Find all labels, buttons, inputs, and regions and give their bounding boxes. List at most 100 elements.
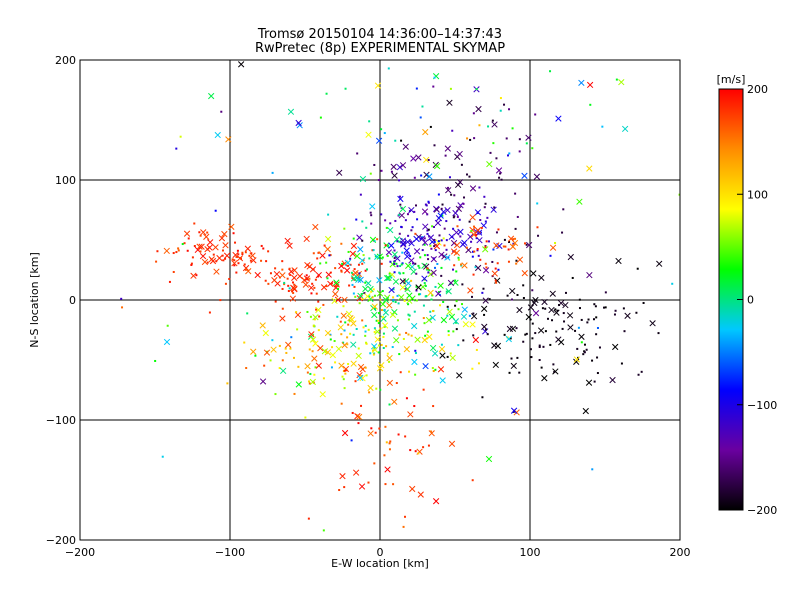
data-point-dot <box>512 238 515 241</box>
data-point-cross <box>304 261 311 269</box>
y-tick-label: 200 <box>55 54 76 67</box>
data-point-cross <box>486 160 493 168</box>
data-point-cross <box>212 244 219 251</box>
data-point-dot <box>495 281 498 284</box>
data-point-cross <box>280 367 287 375</box>
data-point-dot <box>407 333 410 336</box>
data-point-dot <box>491 260 494 263</box>
data-point-cross <box>461 306 468 313</box>
data-point-dot <box>515 259 518 262</box>
data-point-dot <box>499 109 502 112</box>
data-point-dot <box>456 225 459 228</box>
data-point-dot <box>339 320 342 323</box>
data-point-dot <box>335 285 338 288</box>
data-point-dot <box>379 298 382 301</box>
data-point-dot <box>398 179 401 182</box>
data-point-dot <box>260 259 263 262</box>
data-point-cross <box>374 336 381 343</box>
data-point-cross <box>510 362 517 370</box>
chart-subtitle: RwPretec (8p) EXPERIMENTAL SKYMAP <box>254 41 506 56</box>
data-point-cross <box>312 340 319 347</box>
data-point-dot <box>224 257 227 260</box>
data-point-dot <box>281 260 284 263</box>
data-point-cross <box>446 308 453 315</box>
colorbar-tick-label: 0 <box>747 294 754 307</box>
y-axis-label: N-S location [km] <box>28 252 41 348</box>
data-point-dot <box>470 240 473 243</box>
data-point-cross <box>369 203 376 210</box>
data-point-dot <box>472 112 475 115</box>
data-point-dot <box>379 327 382 330</box>
data-point-cross <box>357 374 364 382</box>
data-point-cross <box>586 165 593 172</box>
data-point-dot <box>317 329 320 332</box>
x-tick-label: 100 <box>520 546 541 559</box>
data-point-cross <box>422 223 429 230</box>
data-point-dot <box>421 237 424 240</box>
data-point-dot <box>475 88 478 91</box>
data-point-dot <box>337 287 340 290</box>
data-point-dot <box>349 257 352 260</box>
data-point-dot <box>431 225 434 228</box>
data-point-dot <box>221 249 224 252</box>
data-point-dot <box>531 337 534 340</box>
data-point-dot <box>318 315 321 318</box>
data-point-dot <box>246 312 249 315</box>
data-point-dot <box>515 262 518 265</box>
data-point-cross <box>271 277 278 284</box>
data-point-dot <box>583 351 586 354</box>
data-point-dot <box>554 241 557 244</box>
data-point-dot <box>438 234 441 237</box>
data-point-dot <box>525 332 528 335</box>
data-point-cross <box>356 234 363 241</box>
data-point-cross <box>383 274 391 282</box>
data-point-cross <box>506 325 514 333</box>
data-point-cross <box>403 247 410 254</box>
data-point-dot <box>195 274 198 277</box>
data-point-dot <box>381 256 384 259</box>
data-point-dot <box>237 253 240 256</box>
x-tick-label: 0 <box>377 546 384 559</box>
data-point-dot <box>260 244 263 247</box>
data-point-dot <box>544 307 547 310</box>
data-point-dot <box>451 129 454 132</box>
data-point-dot <box>333 340 336 343</box>
data-point-dot <box>233 259 236 262</box>
data-point-dot <box>365 341 368 344</box>
data-point-cross <box>341 296 348 304</box>
data-point-dot <box>534 113 537 116</box>
data-point-dot <box>367 481 370 484</box>
data-point-cross <box>491 342 498 349</box>
data-point-cross <box>485 455 493 463</box>
data-point-dot <box>414 232 417 235</box>
data-point-cross <box>481 305 488 312</box>
data-point-dot <box>404 515 407 518</box>
data-point-dot <box>378 427 381 430</box>
data-point-dot <box>487 125 490 128</box>
data-point-dot <box>427 158 430 161</box>
data-point-cross <box>440 316 448 324</box>
data-point-cross <box>382 296 390 304</box>
data-point-dot <box>544 330 547 333</box>
data-point-dot <box>313 286 316 289</box>
data-point-dot <box>484 246 487 249</box>
data-point-cross <box>208 92 215 100</box>
data-point-cross <box>200 229 207 236</box>
data-point-dot <box>398 353 401 356</box>
data-point-dot <box>514 237 517 240</box>
data-point-cross <box>516 306 523 314</box>
data-point-cross <box>350 242 358 250</box>
data-point-dot <box>350 271 353 274</box>
data-point-dot <box>507 260 510 263</box>
data-point-dot <box>508 108 511 111</box>
data-point-dot <box>459 235 462 238</box>
data-point-cross <box>357 246 364 253</box>
data-point-dot <box>408 314 411 317</box>
data-point-dot <box>367 328 370 331</box>
data-point-dot <box>530 356 533 359</box>
data-point-dot <box>392 483 395 486</box>
data-point-dot <box>361 319 364 322</box>
data-point-dot <box>308 380 311 383</box>
data-point-cross <box>609 376 616 384</box>
data-point-cross <box>163 247 170 255</box>
